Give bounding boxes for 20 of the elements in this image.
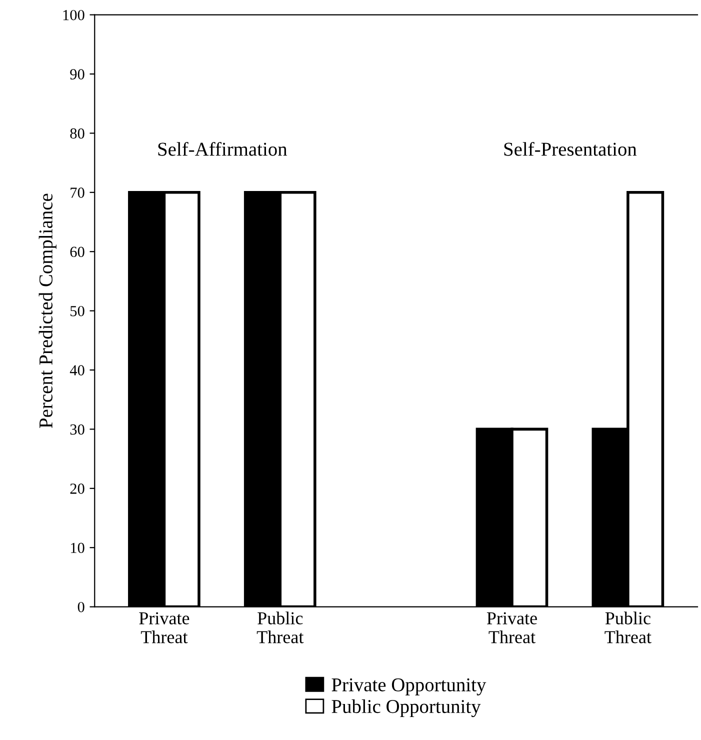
y-tick-label: 50 xyxy=(70,306,84,316)
legend-label: Private Opportunity xyxy=(332,678,486,696)
y-tick-label: 0 xyxy=(78,602,84,612)
y-tick-label: 60 xyxy=(70,246,84,258)
x-tick-label: Public Threat xyxy=(256,612,304,644)
legend-label: Public Opportunity xyxy=(332,699,481,718)
y-tick-label: 10 xyxy=(70,542,84,554)
y-axis-title: Percent Predicted Compliance xyxy=(38,194,56,428)
x-tick-label: Public Threat xyxy=(604,612,652,644)
y-tick-label: 70 xyxy=(70,188,84,198)
y-tick-label: 20 xyxy=(70,484,84,494)
y-tick-label: 80 xyxy=(70,128,84,139)
annotation: Self-Affirmation xyxy=(158,142,288,156)
annotation: Self-Presentation xyxy=(504,142,637,156)
y-tick-label: 100 xyxy=(63,10,84,20)
y-tick-label: 30 xyxy=(70,424,84,435)
x-tick-label: Private Threat xyxy=(139,612,190,644)
x-tick-label: Private Threat xyxy=(486,612,537,644)
y-tick-label: 90 xyxy=(70,69,84,80)
y-tick-label: 40 xyxy=(70,365,84,376)
